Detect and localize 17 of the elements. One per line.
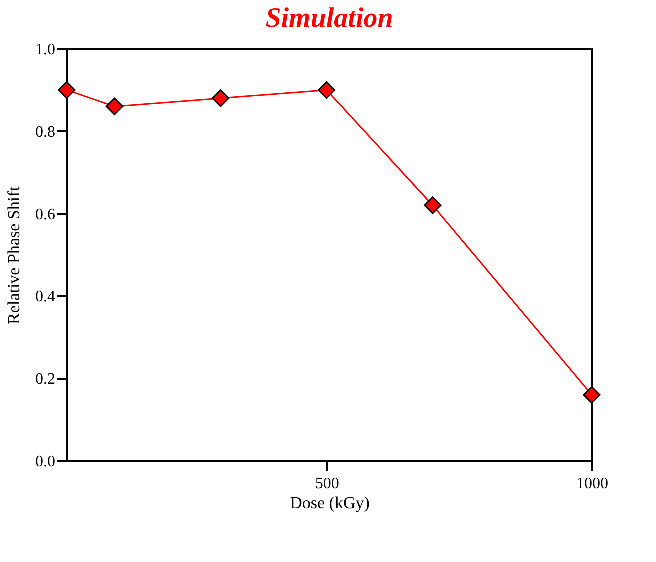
y-tick-label: 1.0 xyxy=(36,42,56,58)
point xyxy=(58,81,76,100)
point xyxy=(424,196,442,214)
x-tick-label: 500 xyxy=(315,476,340,492)
y-tick-label: 0.0 xyxy=(36,454,56,470)
y-tick-label: 0.6 xyxy=(36,206,56,224)
y-tick-label: 0.4 xyxy=(36,288,56,306)
point xyxy=(106,98,124,116)
point xyxy=(583,386,601,404)
point xyxy=(212,90,230,108)
chart-title: Simulation xyxy=(266,3,394,34)
point xyxy=(318,81,336,100)
y-axis-title: Relative Phase Shift xyxy=(4,186,24,324)
y-tick-label: 0.2 xyxy=(36,371,56,388)
x-axis-title: Dose (kGy) xyxy=(290,494,370,512)
x-tick-label: 1000 xyxy=(576,476,608,492)
y-tick-label: 0.8 xyxy=(36,124,56,141)
